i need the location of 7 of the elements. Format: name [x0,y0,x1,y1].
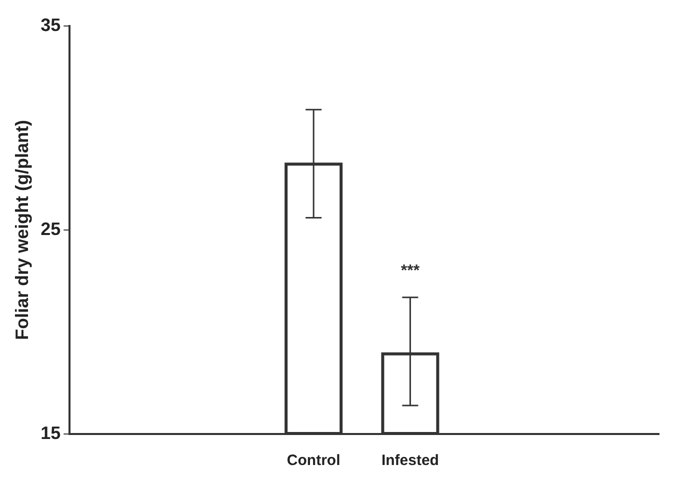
annotation: *** [400,262,420,280]
x-tick-label: Control [286,452,340,470]
y-axis-title: Foliar dry weight (g/plant) [12,120,32,340]
y-tick-label: 25 [40,218,61,239]
y-tick-label: 15 [40,422,61,443]
x-tick-label: Infested [381,452,439,470]
y-tick-label: 35 [40,14,61,35]
